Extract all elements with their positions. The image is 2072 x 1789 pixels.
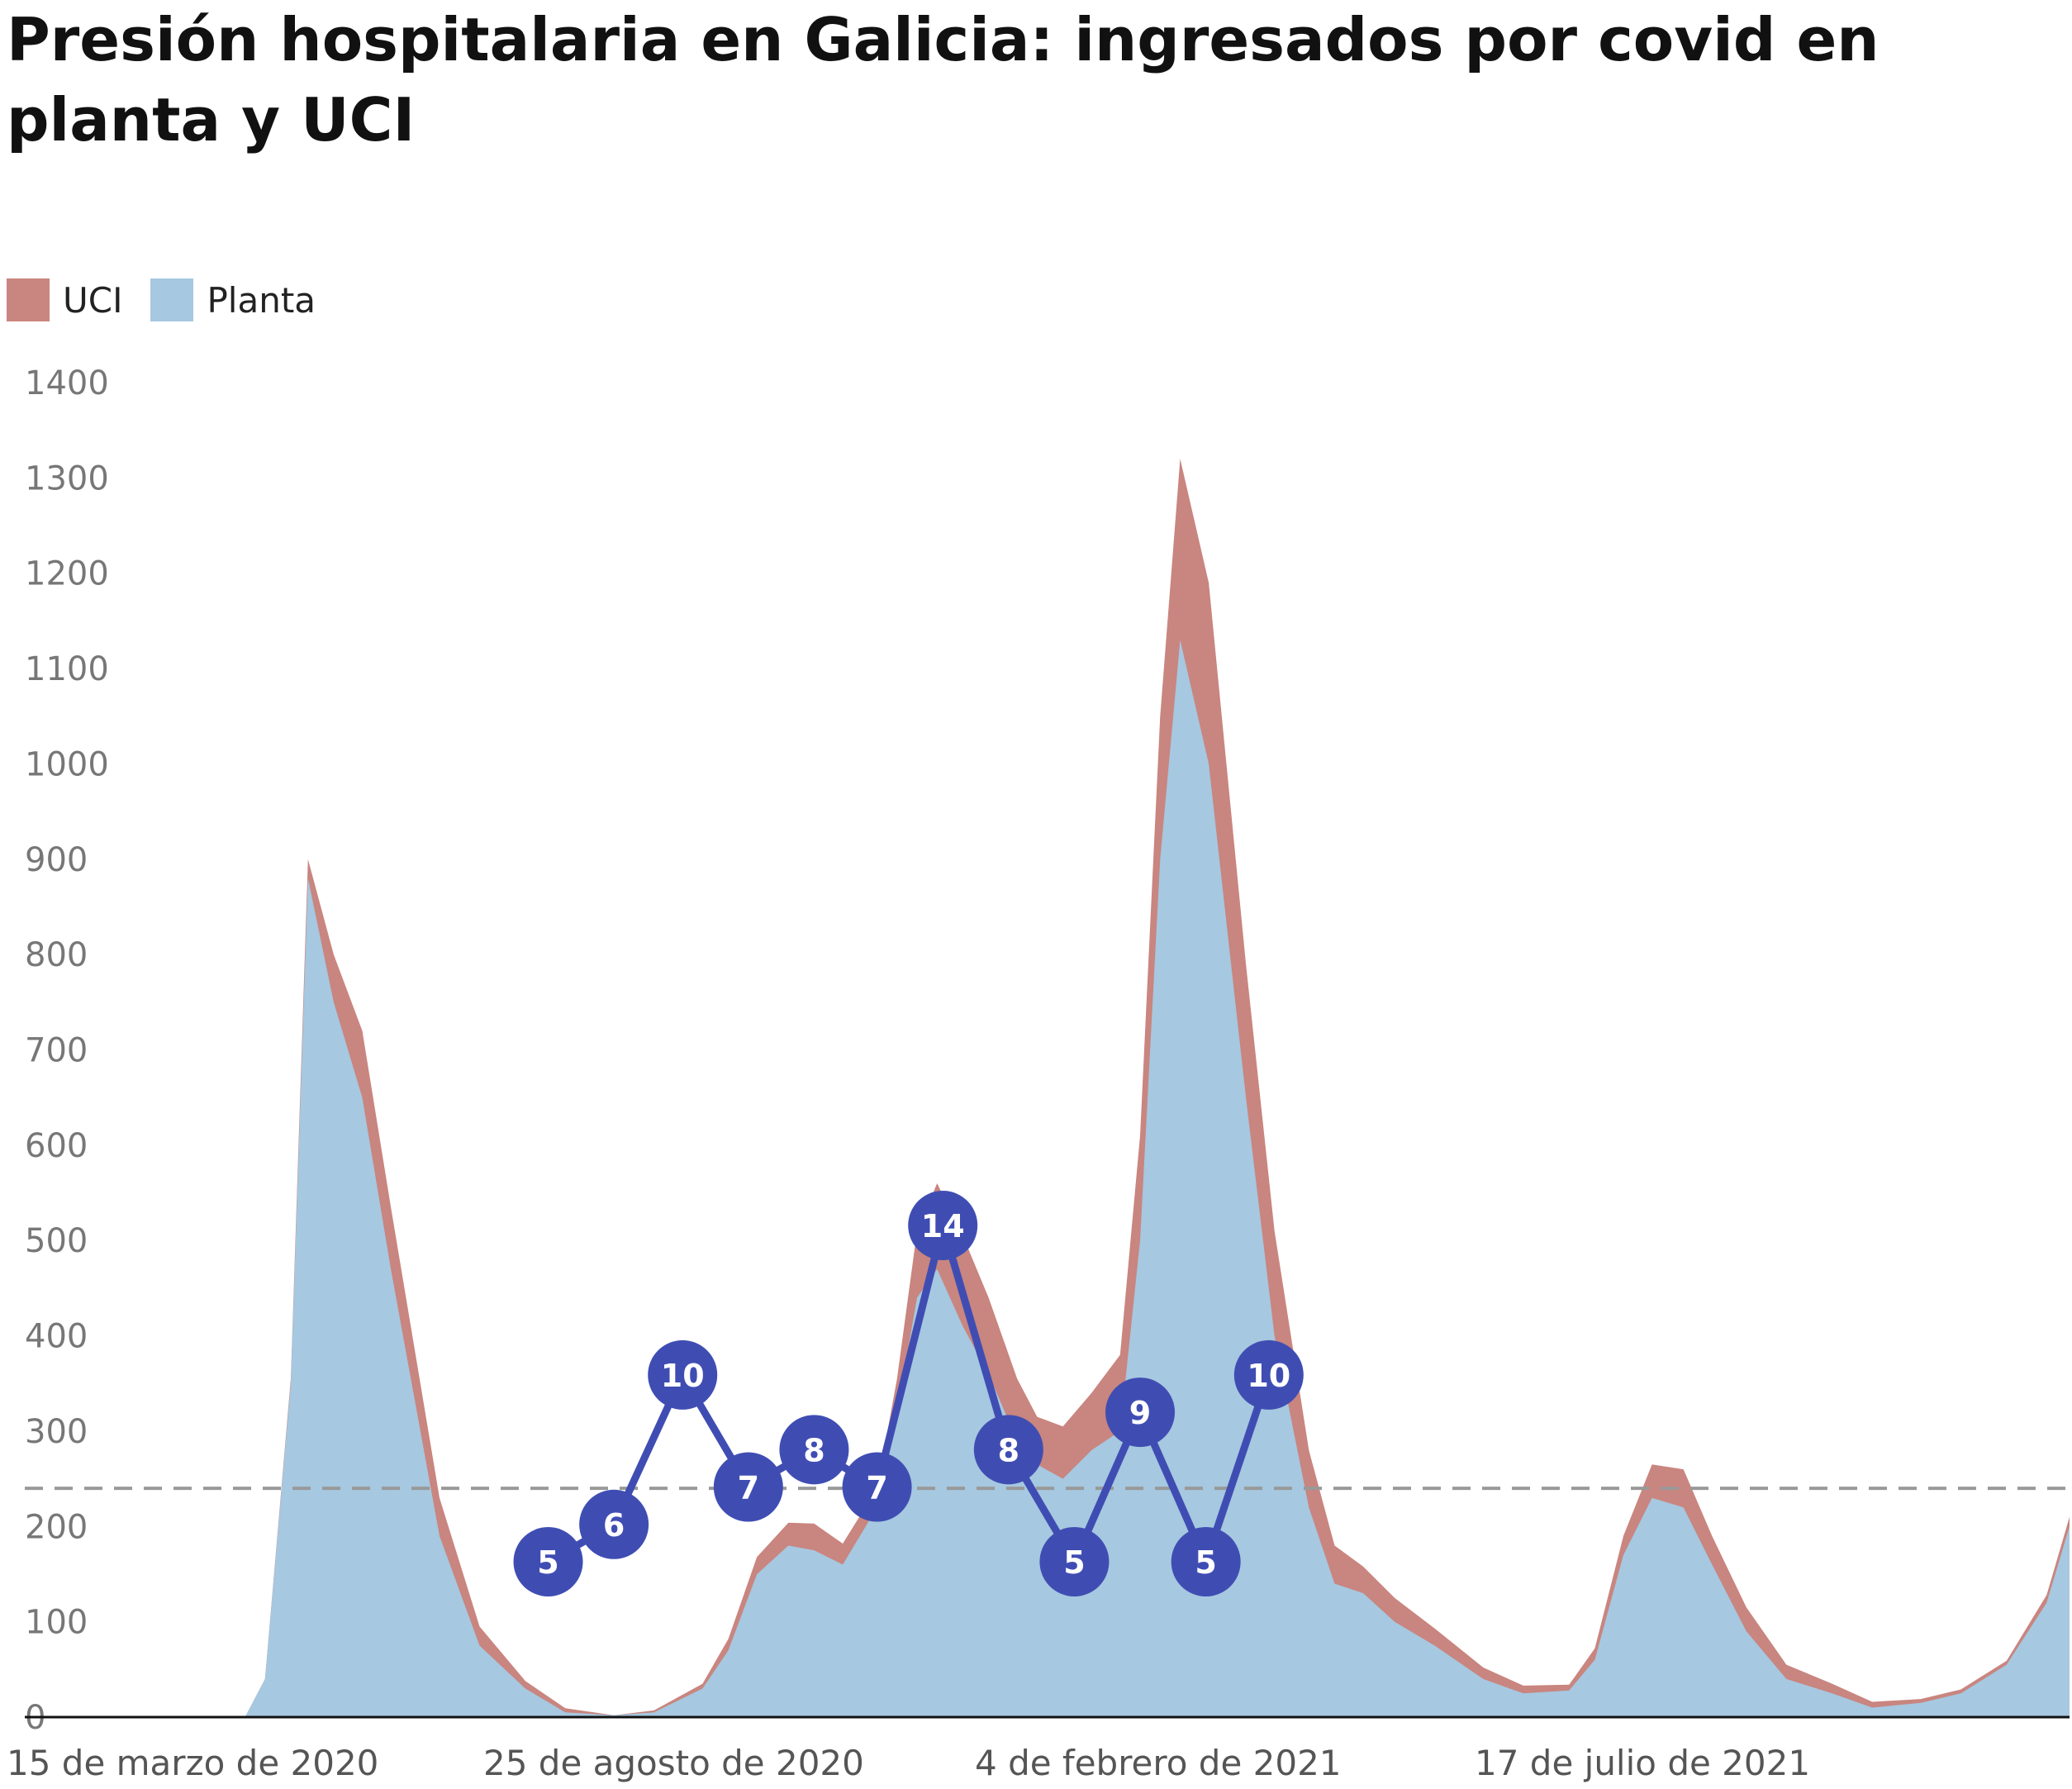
x-axis: 15 de marzo de 2020 25 de agosto de 2020 4… — [7, 1715, 2070, 1783]
x-tick-label: 15 de marzo de 2020 — [7, 1743, 378, 1783]
overlay-marker — [973, 1415, 1043, 1485]
y-tick-label: 500 — [25, 1222, 88, 1260]
overlay-marker — [842, 1452, 912, 1522]
overlay-line-series: 5 6 10 7 8 7 14 8 5 9 5 10 — [513, 1191, 1304, 1596]
overlay-marker-label: 7 — [866, 1470, 887, 1506]
y-tick-label: 900 — [25, 841, 88, 879]
legend-item-planta: Planta — [150, 278, 316, 321]
overlay-marker — [779, 1415, 849, 1485]
y-tick-label: 1100 — [25, 650, 109, 688]
area-uci — [216, 459, 2070, 1717]
y-tick-label: 1200 — [25, 555, 109, 593]
overlay-marker-label: 6 — [603, 1507, 625, 1544]
overlay-marker-label: 8 — [803, 1432, 825, 1468]
overlay-marker-label: 5 — [537, 1544, 558, 1581]
overlay-marker — [648, 1339, 718, 1410]
x-tick-label: 25 de agosto de 2020 — [483, 1743, 864, 1783]
overlay-marker — [1171, 1527, 1241, 1596]
overlay-marker-label: 8 — [998, 1432, 1019, 1468]
legend-label-uci: UCI — [63, 279, 123, 321]
y-tick-label: 800 — [25, 936, 88, 974]
overlay-marker — [1105, 1377, 1176, 1448]
legend-swatch-uci — [7, 278, 50, 321]
overlay-marker — [513, 1527, 583, 1596]
x-tick-label: 4 de febrero de 2021 — [975, 1743, 1342, 1783]
y-tick-label: 1000 — [25, 745, 109, 783]
overlay-marker-label: 9 — [1129, 1395, 1151, 1431]
y-tick-label: 100 — [25, 1604, 88, 1642]
overlay-marker — [908, 1191, 978, 1260]
overlay-marker — [579, 1489, 649, 1559]
y-tick-label: 600 — [25, 1127, 88, 1165]
y-tick-label: 1400 — [25, 364, 109, 402]
overlay-marker — [713, 1452, 783, 1522]
y-tick-label: 1300 — [25, 459, 109, 497]
y-tick-label: 400 — [25, 1318, 88, 1356]
overlay-marker-label: 5 — [1063, 1544, 1085, 1581]
x-tick-label: 17 de julio de 2021 — [1475, 1743, 1810, 1783]
legend-item-uci: UCI — [7, 278, 122, 321]
y-tick-label: 200 — [25, 1508, 88, 1546]
chart-title: Presión hospitalaria en Galicia: ingresa… — [7, 5, 1880, 155]
chart-legend: UCI Planta — [7, 277, 344, 323]
overlay-marker-label: 14 — [921, 1208, 965, 1244]
area-planta — [216, 640, 2070, 1717]
overlay-marker — [1039, 1527, 1110, 1596]
y-tick-label: 700 — [25, 1032, 88, 1070]
y-tick-label: 300 — [25, 1413, 88, 1451]
overlay-marker — [1233, 1339, 1304, 1410]
overlay-marker-label: 10 — [1247, 1358, 1290, 1394]
y-axis: 0100200300400500600700800900100011001200… — [25, 364, 109, 1737]
legend-swatch-planta — [150, 278, 194, 321]
overlay-marker-label: 5 — [1195, 1544, 1216, 1581]
overlay-marker-label: 7 — [738, 1470, 759, 1506]
stacked-areas — [216, 459, 2070, 1717]
overlay-marker-label: 10 — [661, 1358, 705, 1394]
legend-label-planta: Planta — [207, 279, 316, 321]
